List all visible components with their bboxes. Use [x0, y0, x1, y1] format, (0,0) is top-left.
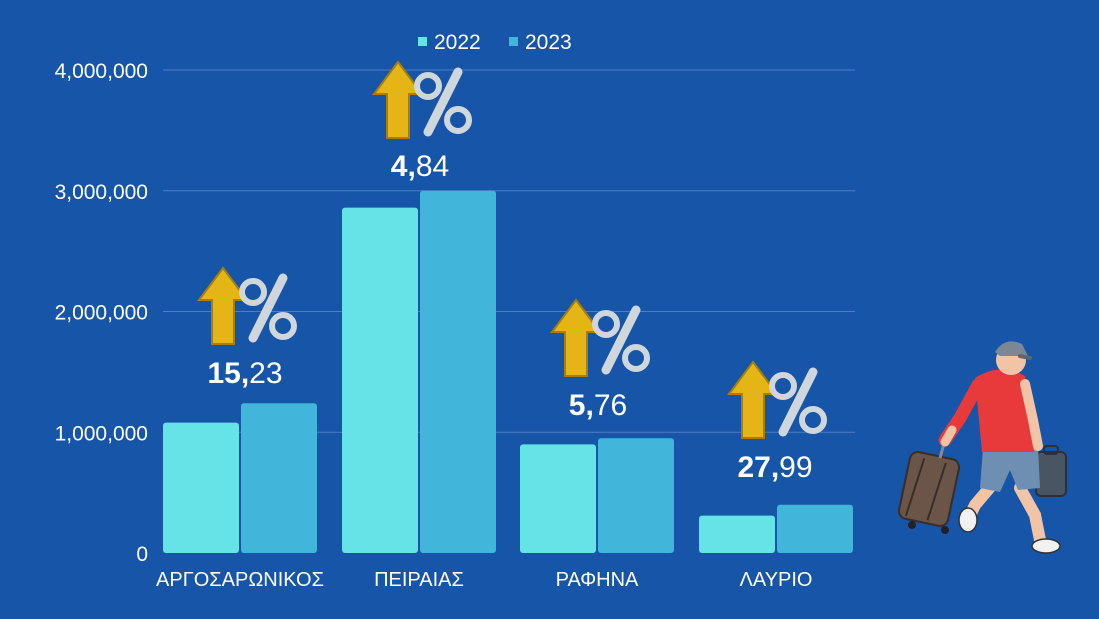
up-arrow-percent-icon — [197, 266, 297, 345]
bar-2022 — [342, 207, 418, 553]
growth-value-dec: 23 — [249, 357, 282, 390]
traveler-with-luggage-icon — [897, 341, 1067, 554]
legend-swatch — [418, 37, 427, 46]
percent-dot — [414, 72, 442, 100]
percent-slash — [601, 305, 641, 375]
y-axis: 0 1,000,000 2,000,000 3,000,000 4,000,000 — [55, 60, 148, 566]
growth-value: 5,76 — [569, 389, 627, 422]
bar-2022 — [699, 515, 775, 553]
y-tick-label: 4,000,000 — [55, 60, 148, 83]
growth-value: 15,23 — [207, 357, 282, 390]
percent-slash — [248, 273, 288, 343]
legend-swatch — [509, 37, 518, 46]
percent-dot — [769, 372, 797, 400]
growth-value-int: 27, — [737, 451, 779, 484]
x-tick-label: ΛΑΥΡΙΟ — [739, 569, 812, 591]
bar-2023 — [420, 190, 496, 553]
y-tick-label: 3,000,000 — [55, 181, 148, 204]
percent-dot — [239, 278, 267, 306]
growth-value-int: 4, — [391, 150, 416, 183]
percent-slash — [778, 367, 818, 437]
growth-value-dec: 76 — [594, 389, 627, 422]
percent-dot — [444, 106, 472, 134]
up-arrow-percent-icon — [550, 298, 650, 377]
up-arrow-percent-icon — [727, 360, 827, 439]
growth-value-int: 5, — [569, 389, 594, 422]
bar-2023 — [241, 403, 317, 553]
gridlines — [163, 69, 855, 433]
bars — [163, 190, 853, 553]
growth-value-int: 15, — [207, 357, 249, 390]
bar-2023 — [777, 504, 853, 553]
percent-dot — [269, 312, 297, 340]
percent-dot — [592, 310, 620, 338]
bar-2023 — [598, 438, 674, 553]
percent-slash — [423, 67, 463, 137]
y-tick-label: 2,000,000 — [55, 302, 148, 325]
growth-value-dec: 84 — [416, 150, 449, 183]
growth-value-dec: 99 — [779, 451, 812, 484]
gold-arrow — [727, 360, 779, 439]
legend: 2022 2023 — [418, 31, 572, 54]
percent-dot — [799, 406, 827, 434]
growth-value: 27,99 — [737, 451, 812, 484]
growth-annotations: 15,23 4,84 5,76 27,99 — [197, 60, 827, 484]
percent-dot — [622, 344, 650, 372]
x-tick-label: ΑΡΓΟΣΑΡΩΝΙΚΟΣ — [156, 569, 324, 591]
x-axis: ΑΡΓΟΣΑΡΩΝΙΚΟΣ ΠΕΙΡΑΙΑΣ ΡΑΦΗΝΑ ΛΑΥΡΙΟ — [156, 569, 812, 591]
gold-arrow — [372, 60, 424, 139]
up-arrow-percent-icon — [372, 60, 472, 139]
gold-arrow — [197, 266, 249, 345]
bar-2022 — [163, 422, 239, 553]
legend-label: 2023 — [525, 31, 572, 54]
growth-value: 4,84 — [391, 150, 449, 183]
y-tick-label: 1,000,000 — [55, 422, 148, 445]
legend-label: 2022 — [434, 31, 481, 54]
x-tick-label: ΠΕΙΡΑΙΑΣ — [374, 569, 464, 591]
y-tick-label: 0 — [136, 543, 148, 566]
x-tick-label: ΡΑΦΗΝΑ — [556, 569, 639, 591]
bar-2022 — [520, 444, 596, 553]
